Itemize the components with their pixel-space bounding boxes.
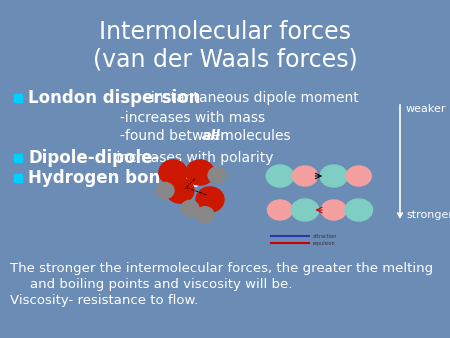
Text: (van der Waals forces): (van der Waals forces) <box>93 48 357 72</box>
Text: weaker: weaker <box>406 104 446 114</box>
Text: -increases with mass: -increases with mass <box>120 111 265 125</box>
Text: Dipole-dipole-: Dipole-dipole- <box>28 149 159 167</box>
Text: Hydrogen bonding: Hydrogen bonding <box>28 169 202 187</box>
Text: Viscosity- resistance to flow.: Viscosity- resistance to flow. <box>10 294 198 307</box>
Text: -found between: -found between <box>120 129 234 143</box>
Text: all: all <box>202 129 221 143</box>
Text: -instantaneous dipole moment: -instantaneous dipole moment <box>146 91 359 105</box>
Text: increases with polarity: increases with polarity <box>112 151 274 165</box>
Text: London dispersion: London dispersion <box>28 89 200 107</box>
Text: stronger: stronger <box>406 210 450 220</box>
Text: Intermolecular forces: Intermolecular forces <box>99 20 351 44</box>
Text: molecules: molecules <box>216 129 291 143</box>
Text: The stronger the intermolecular forces, the greater the melting: The stronger the intermolecular forces, … <box>10 262 433 275</box>
Text: and boiling points and viscosity will be.: and boiling points and viscosity will be… <box>30 278 292 291</box>
